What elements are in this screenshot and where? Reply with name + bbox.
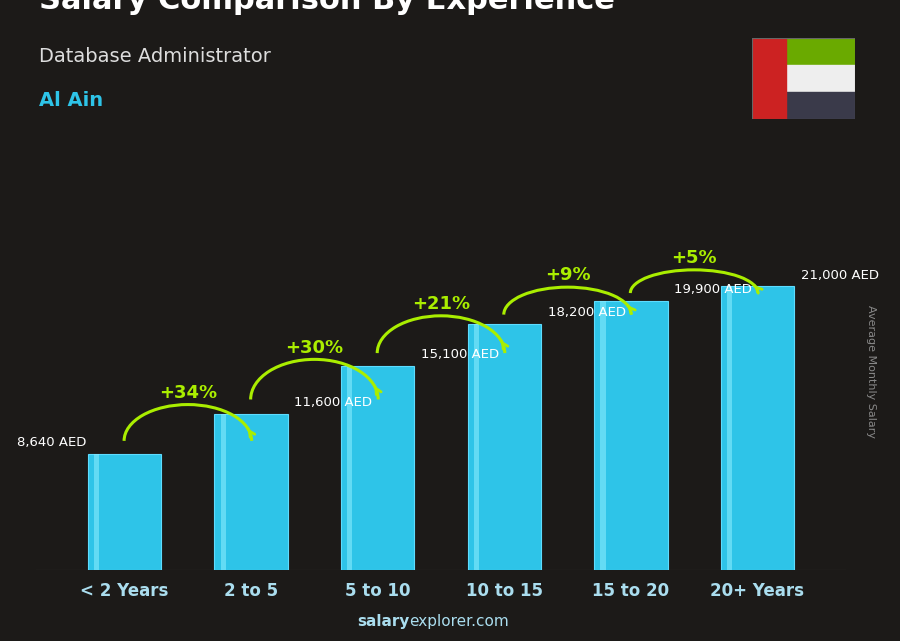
Bar (600, 301, 606, 570)
Bar (786, 38, 855, 65)
Text: Average Monthly Salary: Average Monthly Salary (866, 305, 877, 438)
Text: 21,000 AED: 21,000 AED (801, 269, 878, 281)
Bar (721, 287, 794, 570)
Text: Database Administrator: Database Administrator (39, 47, 270, 66)
Bar (594, 301, 668, 570)
Bar (473, 324, 479, 570)
Bar (727, 287, 732, 570)
Text: 8,640 AED: 8,640 AED (17, 436, 86, 449)
Bar (94, 454, 99, 570)
Bar (214, 413, 288, 570)
Text: +5%: +5% (671, 249, 717, 267)
Text: explorer.com: explorer.com (410, 615, 509, 629)
Bar (88, 454, 161, 570)
Text: +30%: +30% (285, 338, 344, 356)
Bar (786, 65, 855, 92)
Bar (468, 324, 541, 570)
Text: +21%: +21% (412, 295, 470, 313)
Text: 19,900 AED: 19,900 AED (674, 283, 752, 296)
Text: salary: salary (357, 615, 410, 629)
Text: Salary Comparison By Experience: Salary Comparison By Experience (39, 0, 615, 15)
Bar (752, 38, 786, 119)
Bar (341, 366, 414, 570)
Text: 15,100 AED: 15,100 AED (421, 349, 500, 362)
Text: Al Ain: Al Ain (39, 91, 103, 110)
Bar (220, 413, 226, 570)
Text: +34%: +34% (158, 384, 217, 402)
Text: 11,600 AED: 11,600 AED (294, 395, 373, 409)
Bar (786, 92, 855, 119)
Bar (347, 366, 353, 570)
Text: 18,200 AED: 18,200 AED (547, 306, 625, 319)
Text: +9%: +9% (544, 267, 590, 285)
